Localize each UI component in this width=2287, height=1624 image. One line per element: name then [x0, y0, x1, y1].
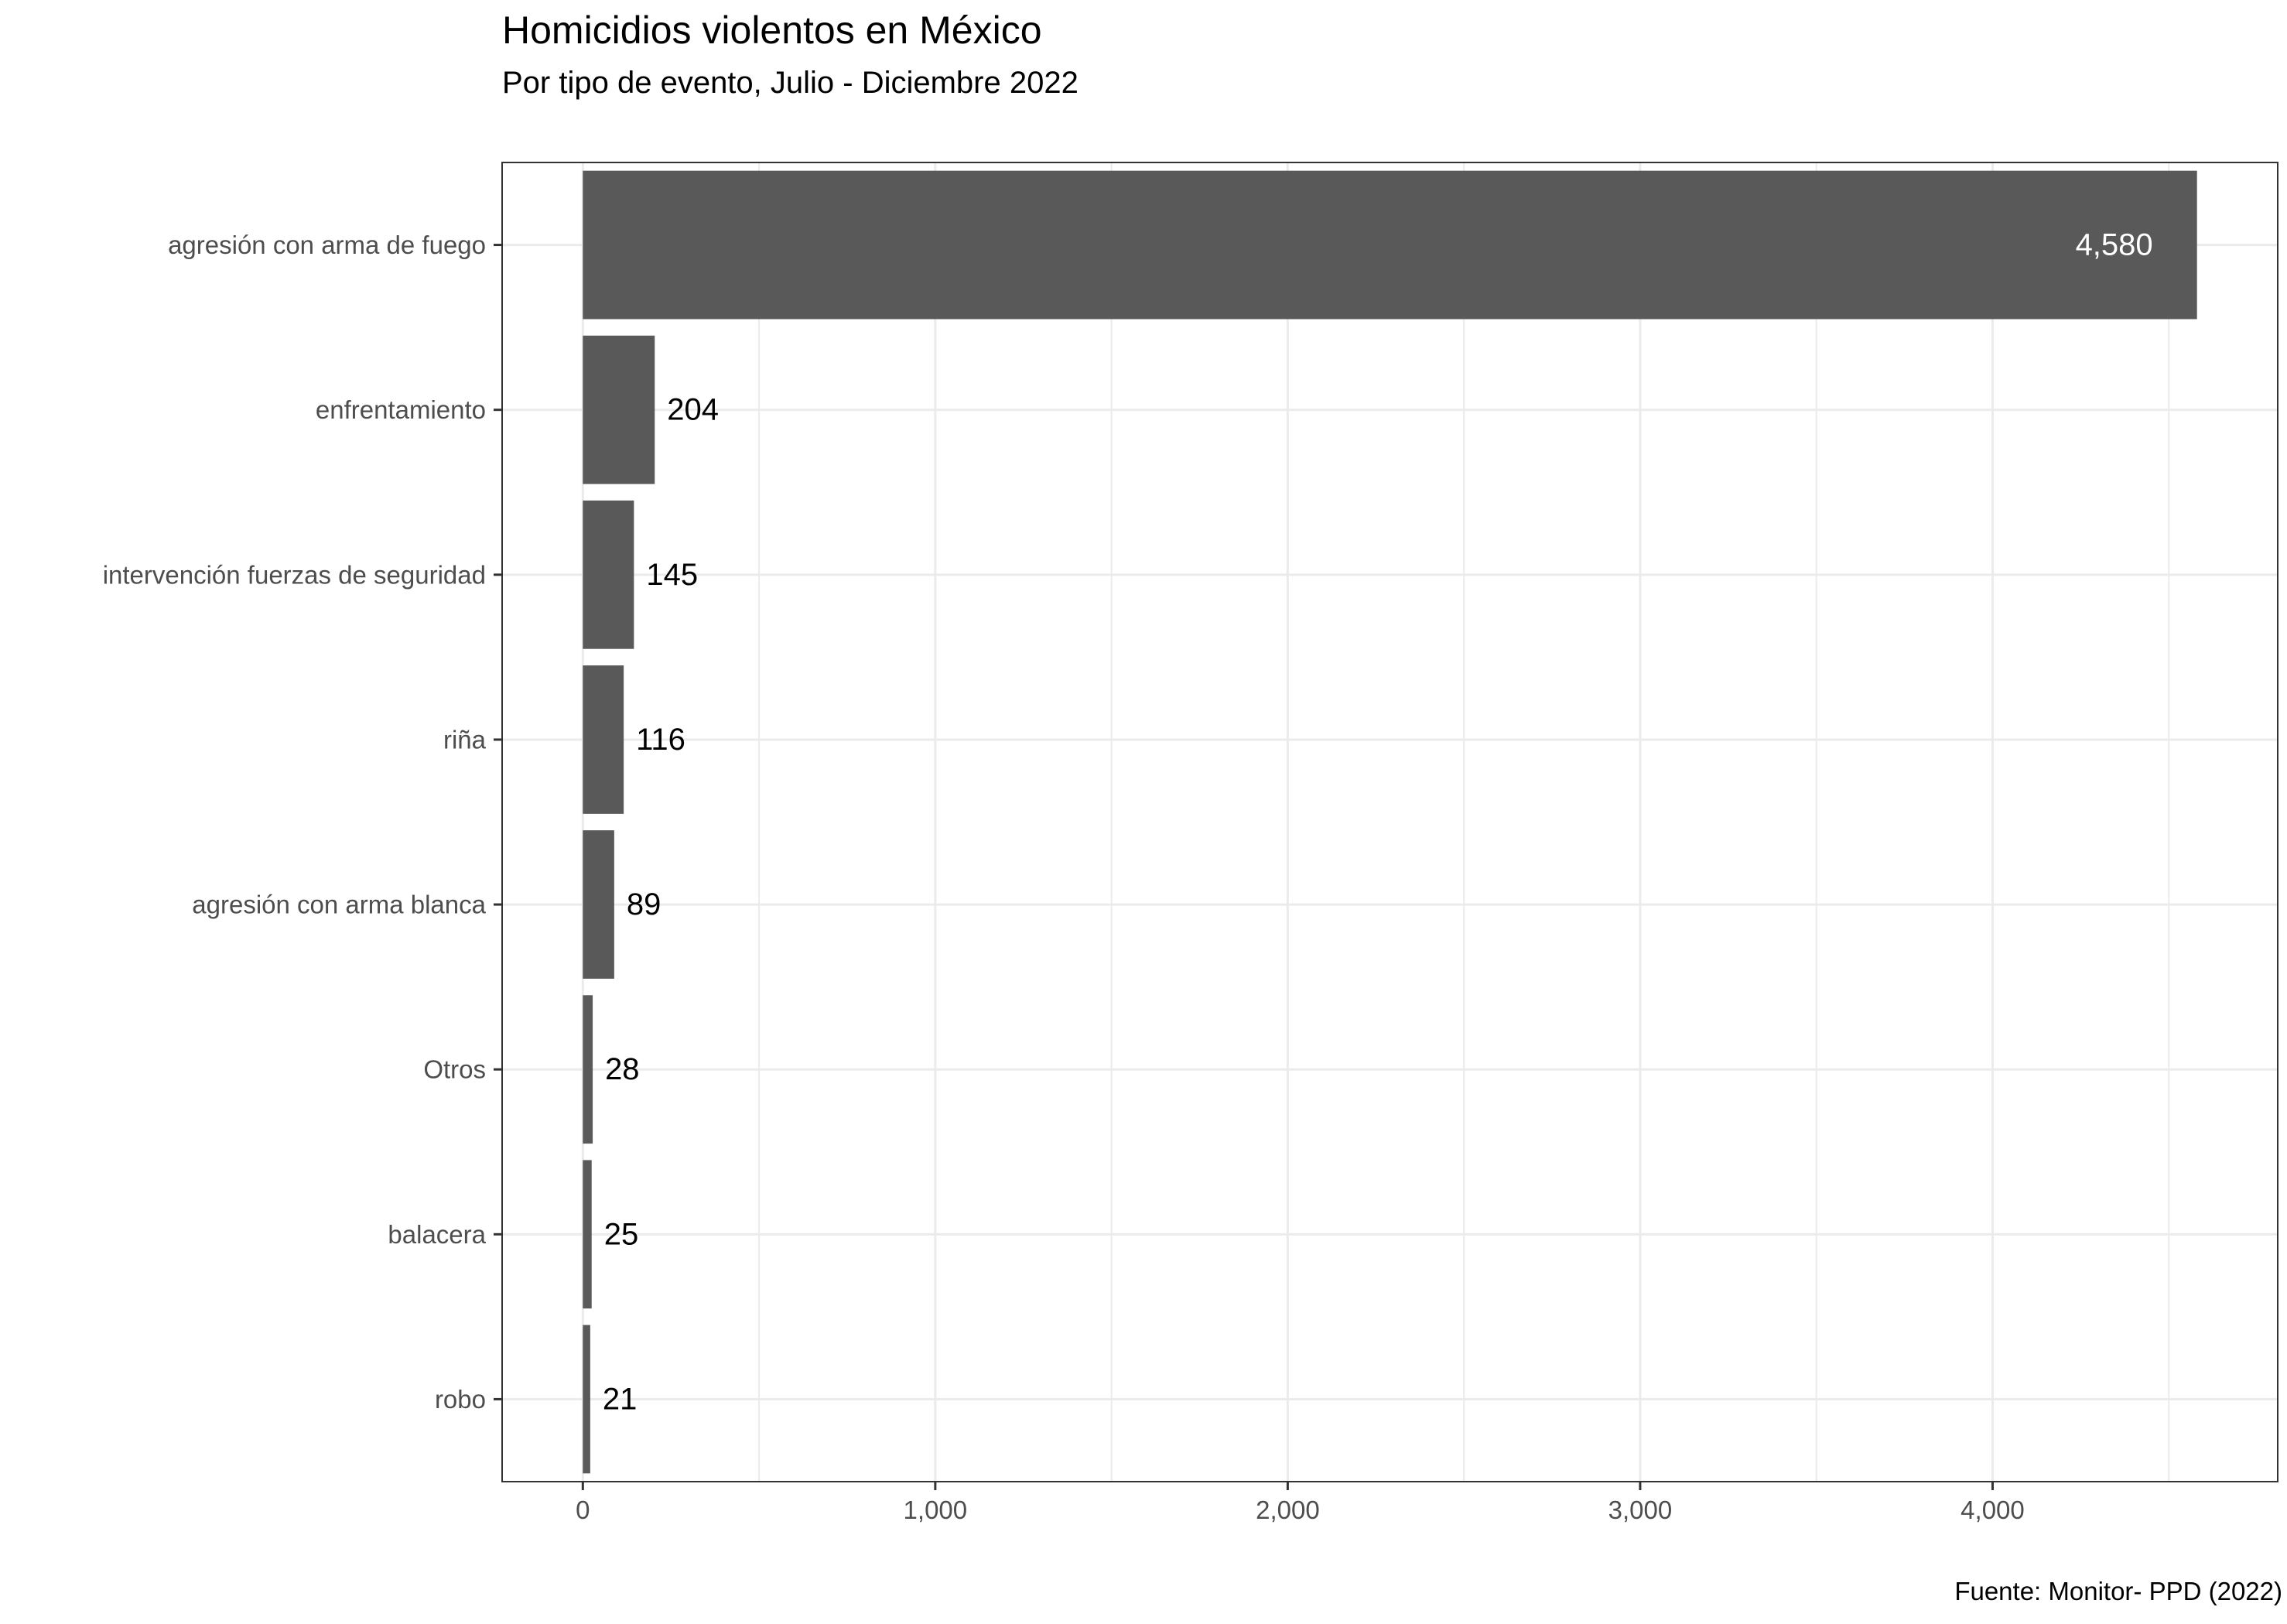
x-tick-label: 2,000 [1256, 1496, 1320, 1524]
bar [583, 665, 624, 814]
bar-data-label: 25 [604, 1217, 639, 1251]
y-tick-label: agresión con arma blanca [192, 891, 486, 919]
bar-data-label: 116 [636, 723, 685, 757]
bar [583, 830, 614, 979]
y-tick-label: riña [443, 725, 487, 754]
bar-data-label: 21 [603, 1382, 638, 1416]
y-tick-label: robo [435, 1385, 486, 1414]
bar-data-label: 4,580 [2076, 228, 2153, 262]
y-tick-label: intervención fuerzas de seguridad [103, 560, 486, 589]
bar [583, 170, 2197, 320]
y-tick-label: balacera [388, 1220, 486, 1249]
bar-data-label: 28 [605, 1052, 640, 1086]
chart-caption: Fuente: Monitor- PPD (2022) [1954, 1577, 2282, 1605]
bar-data-label: 204 [667, 393, 719, 427]
bar-data-label: 145 [646, 558, 698, 592]
panel-border [501, 162, 2278, 1482]
y-tick-label: Otros [423, 1055, 486, 1084]
bar [583, 500, 634, 649]
x-tick-label: 3,000 [1608, 1496, 1673, 1524]
bar-data-label: 89 [627, 887, 661, 921]
bar [583, 1160, 592, 1309]
y-tick-label: enfrentamiento [316, 395, 486, 424]
grid-lines [502, 162, 2278, 1482]
axes: agresión con arma de fuego enfrentamiento… [103, 231, 2025, 1524]
bar [583, 995, 593, 1144]
chart-title: Homicidios violentos en México [502, 9, 1042, 52]
chart-subtitle: Por tipo de evento, Julio - Diciembre 20… [502, 66, 1079, 100]
bars: 4,580 204 145 116 89 28 25 21 [583, 170, 2197, 1474]
y-tick-label: agresión con arma de fuego [168, 231, 486, 259]
x-tick-label: 4,000 [1961, 1496, 2025, 1524]
bar [583, 335, 655, 484]
x-tick-label: 1,000 [904, 1496, 968, 1524]
bar [583, 1325, 590, 1474]
x-tick-label: 0 [576, 1496, 590, 1524]
